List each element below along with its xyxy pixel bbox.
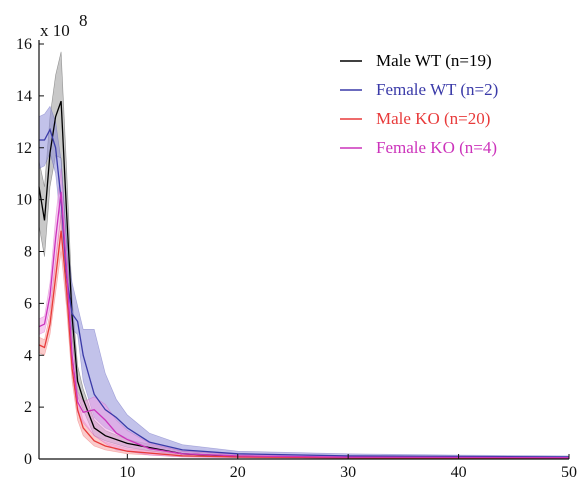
y-multiplier-exponent: 8 <box>79 11 88 30</box>
line-series-3 <box>38 230 570 459</box>
axes <box>38 40 570 460</box>
y-tick-label: 10 <box>16 192 32 209</box>
y-tick-label: 14 <box>16 88 32 105</box>
legend-label-4: Female KO (n=4) <box>376 138 497 157</box>
y-tick-label: 0 <box>24 451 32 468</box>
legend: Male WT (n=19) Female WT (n=2) Male KO (n=… <box>340 51 498 157</box>
line-series-2 <box>39 127 570 458</box>
legend-label-2: Female WT (n=2) <box>376 80 498 99</box>
y-tick-label: 2 <box>24 399 32 416</box>
legend-label-1: Male WT (n=19) <box>376 51 492 70</box>
y-multiplier-base: x 10 <box>40 21 70 40</box>
y-tick-label: 16 <box>16 36 32 53</box>
x-tick-label: 50 <box>561 464 577 481</box>
x-tick-label: 10 <box>119 464 135 481</box>
legend-label-3: Male KO (n=20) <box>376 109 490 128</box>
x-tick-label: 40 <box>451 464 467 481</box>
y-tick-label: 12 <box>16 140 32 157</box>
x-tick-label: 30 <box>340 464 356 481</box>
y-tick-label: 6 <box>24 295 32 312</box>
y-axis-multiplier: x 10 8 <box>40 11 88 40</box>
y-tick-label: 8 <box>24 244 32 261</box>
y-tick-label: 4 <box>24 347 32 364</box>
x-tick-label: 20 <box>230 464 246 481</box>
tick-labels: 10 20 30 40 50 0 2 4 6 8 10 12 14 16 <box>16 36 577 481</box>
band-series-2 <box>38 105 570 459</box>
